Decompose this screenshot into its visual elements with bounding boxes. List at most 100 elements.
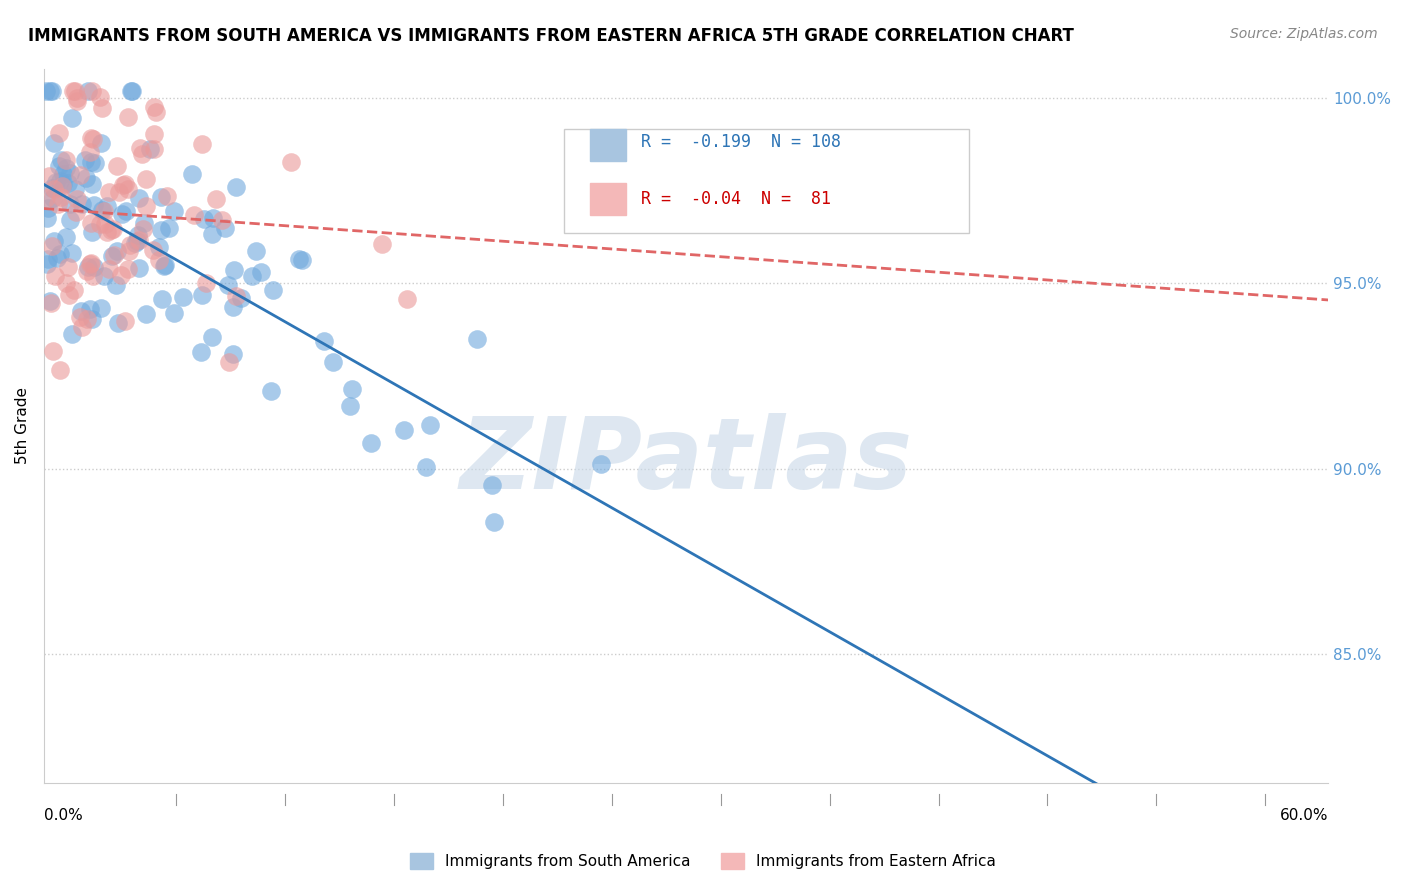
Point [415, 460, 437, 475]
Point [115, 203, 138, 218]
FancyBboxPatch shape [589, 129, 626, 161]
Point [69, 304, 91, 318]
Point [89, 90, 111, 104]
Point [35, 84, 58, 98]
Point [142, 127, 165, 141]
Point [62, 84, 84, 98]
Point [225, 180, 247, 194]
Point [138, 142, 160, 156]
Point [90, 301, 112, 316]
Point [392, 423, 415, 437]
Point [45, 175, 67, 189]
Point [91, 202, 114, 217]
Point [288, 252, 311, 266]
Text: ZIPatlas: ZIPatlas [460, 413, 912, 510]
Point [93, 268, 115, 283]
Point [104, 278, 127, 293]
Point [41, 84, 63, 98]
Point [131, 146, 153, 161]
Point [77, 84, 100, 98]
Point [76, 264, 98, 278]
Point [134, 307, 156, 321]
Point [128, 234, 150, 248]
Point [58, 288, 80, 302]
Point [41, 181, 63, 195]
Point [395, 292, 418, 306]
Point [49, 190, 72, 204]
Point [155, 258, 177, 272]
Point [121, 84, 143, 98]
Point [125, 234, 148, 248]
Point [280, 154, 302, 169]
Point [65, 204, 87, 219]
Point [82, 268, 104, 283]
Point [190, 345, 212, 359]
Text: Source: ZipAtlas.com: Source: ZipAtlas.com [1230, 27, 1378, 41]
Point [49, 153, 72, 168]
Point [82, 132, 104, 146]
Point [89, 217, 111, 231]
Point [222, 263, 245, 277]
Point [55, 230, 77, 244]
Point [42, 234, 65, 248]
Point [117, 111, 139, 125]
Point [250, 265, 273, 279]
Point [156, 189, 179, 203]
FancyBboxPatch shape [589, 183, 626, 215]
Point [222, 300, 245, 314]
Point [124, 235, 146, 250]
Point [79, 257, 101, 271]
Point [181, 167, 204, 181]
Point [80, 312, 103, 326]
Point [79, 155, 101, 169]
Point [142, 243, 165, 257]
Point [44, 182, 66, 196]
Point [322, 355, 344, 369]
Point [41, 239, 63, 253]
Point [56, 176, 79, 190]
Text: R =  -0.04  N =  81: R = -0.04 N = 81 [641, 190, 831, 209]
Point [157, 221, 180, 235]
Point [245, 244, 267, 258]
Point [163, 306, 186, 320]
Point [145, 105, 167, 120]
Point [60, 111, 83, 125]
Point [79, 302, 101, 317]
Point [143, 142, 166, 156]
Point [120, 84, 142, 98]
Point [128, 261, 150, 276]
Point [132, 222, 155, 236]
Point [37, 252, 59, 267]
Point [79, 145, 101, 160]
Point [80, 131, 103, 145]
Point [340, 382, 363, 396]
Point [63, 182, 86, 196]
Point [52, 167, 75, 181]
Point [191, 287, 214, 301]
Point [69, 310, 91, 325]
Point [59, 166, 82, 180]
Point [59, 196, 82, 211]
Point [65, 94, 87, 108]
Point [80, 216, 103, 230]
Point [63, 84, 86, 98]
Point [107, 316, 129, 330]
Point [38, 293, 60, 308]
Point [48, 246, 70, 260]
Point [128, 191, 150, 205]
Point [38, 169, 60, 183]
Point [44, 268, 66, 283]
Point [481, 478, 503, 492]
Point [150, 292, 173, 306]
Point [172, 290, 194, 304]
Point [49, 362, 72, 376]
Point [100, 223, 122, 237]
Point [114, 314, 136, 328]
Point [193, 211, 215, 226]
Point [73, 153, 96, 167]
Point [75, 171, 97, 186]
Point [191, 136, 214, 151]
Point [183, 208, 205, 222]
Point [222, 347, 245, 361]
Point [91, 101, 114, 115]
